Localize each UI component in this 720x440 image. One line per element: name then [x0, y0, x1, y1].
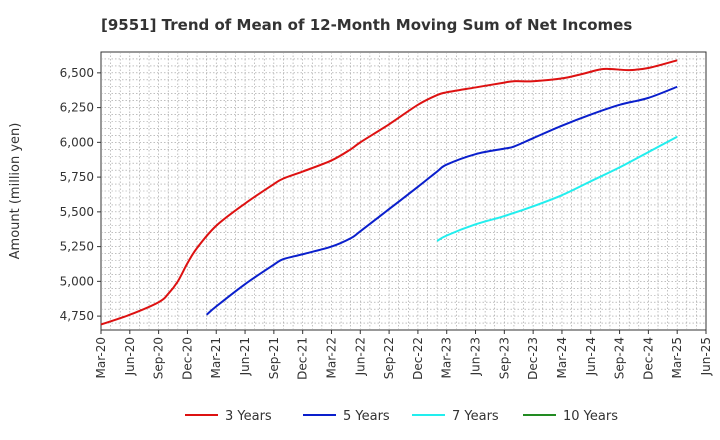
y-tick-label: 5,500	[60, 205, 94, 219]
y-axis-ticks: 4,750 5,000 5,250 5,500 5,750 6,000 6,250 6,500	[60, 66, 101, 323]
x-tick-label: Jun-23	[469, 337, 483, 376]
x-tick-label: Dec-20	[180, 337, 194, 380]
x-axis-ticks: Mar-20 Jun-20 Sep-20 Dec-20 Mar-21 Jun-21 Sep-…	[94, 330, 713, 380]
x-tick-label: Sep-24	[613, 337, 627, 379]
x-tick-label: Dec-24	[641, 337, 655, 380]
x-tick-label: Sep-22	[382, 337, 396, 379]
chart-title: [9551] Trend of Mean of 12-Month Moving …	[101, 16, 632, 34]
x-tick-label: Sep-20	[152, 337, 166, 379]
x-tick-label: Mar-25	[670, 337, 684, 378]
legend-label: 5 Years	[343, 409, 390, 424]
x-tick-label: Dec-23	[526, 337, 540, 380]
series-line-3-years	[100, 59, 678, 326]
y-axis-label: Amount (million yen)	[8, 123, 23, 260]
x-tick-label: Jun-20	[123, 337, 137, 376]
legend-label: 3 Years	[225, 409, 272, 424]
x-tick-label: Mar-20	[94, 337, 108, 378]
x-tick-label: Mar-24	[555, 337, 569, 378]
series-line-7-years	[436, 135, 678, 242]
y-tick-label: 6,000	[60, 135, 94, 149]
x-tick-label: Mar-21	[209, 337, 223, 378]
y-tick-label: 5,750	[60, 170, 94, 184]
x-tick-label: Dec-22	[411, 337, 425, 380]
y-tick-label: 5,250	[60, 240, 94, 254]
x-tick-label: Sep-23	[497, 337, 511, 379]
y-tick-label: 6,500	[60, 66, 94, 80]
y-tick-label: 6,250	[60, 101, 94, 115]
x-tick-label: Dec-21	[296, 337, 310, 380]
legend-label: 7 Years	[452, 409, 499, 424]
legend-label: 10 Years	[563, 409, 618, 424]
grid-lines	[101, 52, 706, 330]
x-tick-label: Sep-21	[267, 337, 281, 379]
series-line-5-years	[205, 85, 678, 316]
y-tick-label: 4,750	[60, 309, 94, 323]
y-tick-label: 5,000	[60, 274, 94, 288]
x-tick-label: Jun-21	[238, 337, 252, 376]
x-tick-label: Jun-22	[353, 337, 367, 376]
x-tick-label: Jun-24	[584, 337, 598, 376]
legend: 3 Years 5 Years 7 Years 10 Years	[185, 409, 618, 424]
series-lines	[100, 59, 678, 326]
x-tick-label: Mar-22	[324, 337, 338, 378]
x-tick-label: Mar-23	[440, 337, 454, 378]
x-tick-label: Jun-25	[699, 337, 713, 376]
